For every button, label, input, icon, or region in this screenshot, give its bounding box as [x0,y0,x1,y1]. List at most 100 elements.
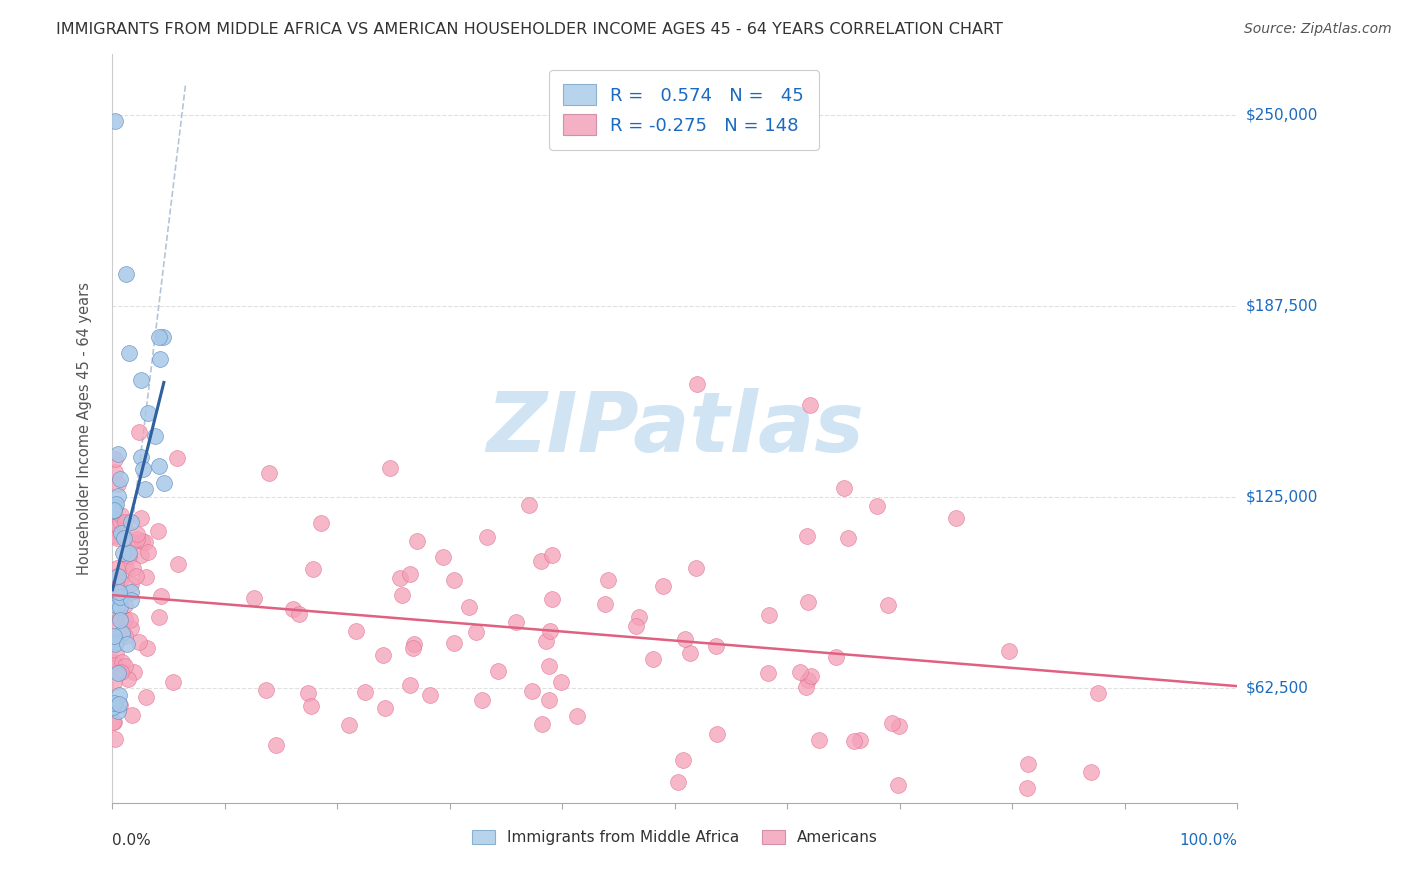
Point [432,550,454,565]
Text: $187,500: $187,500 [1246,298,1317,313]
Point [104,500,127,514]
Point [103,583,125,598]
Point [118,613,141,627]
Point [104,578,127,592]
Point [110,613,132,627]
Point [114,658,136,673]
Point [129,450,152,465]
Point [876,598,898,612]
Point [131,534,153,549]
Point [402,637,425,651]
Point [105,599,128,614]
Point [108,585,131,599]
Point [111,655,134,669]
Point [108,688,131,702]
Point [108,590,131,604]
Point [825,649,848,664]
Point [842,733,865,747]
Point [108,610,131,624]
Point [626,618,648,632]
Point [105,498,128,512]
Point [471,693,494,707]
Point [129,373,152,387]
Point [672,753,695,767]
Point [794,680,817,694]
Point [101,636,124,650]
Point [297,686,319,700]
Point [104,637,127,651]
Point [104,634,127,648]
Text: $125,000: $125,000 [1246,490,1317,505]
Point [673,632,696,646]
Point [110,508,132,523]
Point [136,407,159,421]
Point [353,685,375,699]
Point [150,590,173,604]
Point [799,398,821,412]
Point [1080,765,1102,780]
Point [538,693,561,707]
Point [945,511,967,525]
Point [107,704,129,718]
Point [124,665,146,679]
Point [1017,756,1039,771]
Point [475,530,498,544]
Point [136,641,159,656]
Point [104,732,127,747]
Point [104,452,127,467]
Point [148,352,170,367]
Point [380,461,402,475]
Point [124,569,146,583]
Point [832,481,855,495]
Point [143,429,166,443]
Point [789,665,811,679]
Point [118,549,141,563]
Point [398,678,420,692]
Point [135,690,157,705]
Point [114,516,136,530]
Point [105,531,128,545]
Point [641,652,664,666]
Text: 0.0%: 0.0% [112,833,152,847]
Point [114,598,136,612]
Point [520,684,543,698]
Point [797,594,820,608]
Point [756,666,779,681]
Point [121,708,143,723]
Point [457,599,479,614]
Point [108,698,131,712]
Point [807,733,830,747]
Point [283,601,305,615]
Point [540,591,562,606]
Text: IMMIGRANTS FROM MIDDLE AFRICA VS AMERICAN HOUSEHOLDER INCOME AGES 45 - 64 YEARS : IMMIGRANTS FROM MIDDLE AFRICA VS AMERICA… [56,22,1002,37]
Point [105,646,128,660]
Point [337,718,360,732]
Point [796,529,818,543]
Point [405,534,427,549]
Point [153,476,176,491]
Point [997,644,1019,658]
Point [837,531,859,545]
Point [374,701,396,715]
Point [257,466,280,480]
Point [125,527,148,541]
Point [108,514,131,528]
Point [103,675,125,690]
Text: Source: ZipAtlas.com: Source: ZipAtlas.com [1244,22,1392,37]
Point [704,640,727,654]
Point [134,535,156,549]
Point [107,489,129,503]
Point [128,425,150,439]
Point [108,472,131,486]
Point [111,625,134,640]
Point [686,376,709,391]
Point [254,682,277,697]
Point [117,672,139,686]
Point [132,461,155,475]
Point [505,615,527,629]
Point [540,549,562,563]
Point [391,588,413,602]
Point [112,531,135,545]
Point [114,629,136,643]
Point [302,562,325,576]
